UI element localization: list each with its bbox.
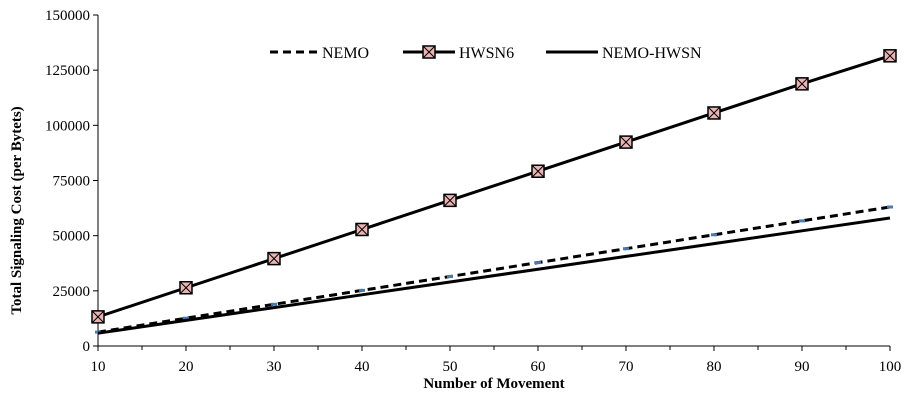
x-tick-label: 80 xyxy=(707,359,722,375)
series-line xyxy=(97,205,891,334)
series-line xyxy=(97,54,891,319)
marker-cross xyxy=(355,223,369,236)
marker-cross xyxy=(422,45,436,59)
marker-cross xyxy=(795,77,809,91)
legend-label: NEMO xyxy=(322,45,369,62)
x-tick-label: 70 xyxy=(619,359,634,375)
legend-item-hwsn6: HWSN6 xyxy=(403,45,514,62)
x-tick-label: 20 xyxy=(179,359,194,375)
y-tick-label: 0 xyxy=(83,339,91,355)
y-axis: 0 25000 50000 75000 100000 125000 150000 xyxy=(45,8,99,355)
y-tick-label: 50000 xyxy=(53,229,91,245)
marker-cross xyxy=(883,49,897,63)
x-tick-label: 90 xyxy=(795,359,810,375)
x-axis: 10 20 30 40 50 60 70 80 90 100 xyxy=(91,345,902,375)
x-tick-label: 10 xyxy=(91,359,106,375)
legend-label: HWSN6 xyxy=(459,45,514,62)
legend-item-nemo: NEMO xyxy=(270,45,369,62)
y-axis-title: Total Signaling Cost (per Bytets) xyxy=(9,106,25,314)
legend-item-nemo-hwsn: NEMO-HWSN xyxy=(546,45,702,62)
legend: NEMO HWSN6 NEMO-HWSN xyxy=(270,45,702,62)
series-hwsn6 xyxy=(91,49,897,324)
marker-cross xyxy=(179,281,193,295)
marker-cross xyxy=(531,164,545,178)
marker-cross xyxy=(619,135,633,149)
series-nemo-hwsn xyxy=(97,216,891,335)
marker-cross xyxy=(443,194,457,207)
series-nemo xyxy=(95,205,893,334)
marker-cross xyxy=(91,310,105,324)
y-tick-label: 100000 xyxy=(45,118,90,134)
x-tick-label: 50 xyxy=(443,359,458,375)
legend-label: NEMO-HWSN xyxy=(602,45,702,62)
marker-cross xyxy=(707,106,721,120)
x-axis-title: Number of Movement xyxy=(423,376,564,392)
marker-cross xyxy=(267,252,281,265)
y-tick-label: 75000 xyxy=(53,174,91,190)
y-tick-label: 25000 xyxy=(53,284,91,300)
series-line xyxy=(97,216,891,335)
series-layer xyxy=(91,49,897,335)
y-tick-label: 125000 xyxy=(45,63,90,79)
x-tick-label: 60 xyxy=(531,359,546,375)
y-tick-label: 150000 xyxy=(45,8,90,24)
x-tick-label: 30 xyxy=(267,359,282,375)
x-tick-label: 100 xyxy=(879,359,902,375)
x-tick-label: 40 xyxy=(355,359,370,375)
